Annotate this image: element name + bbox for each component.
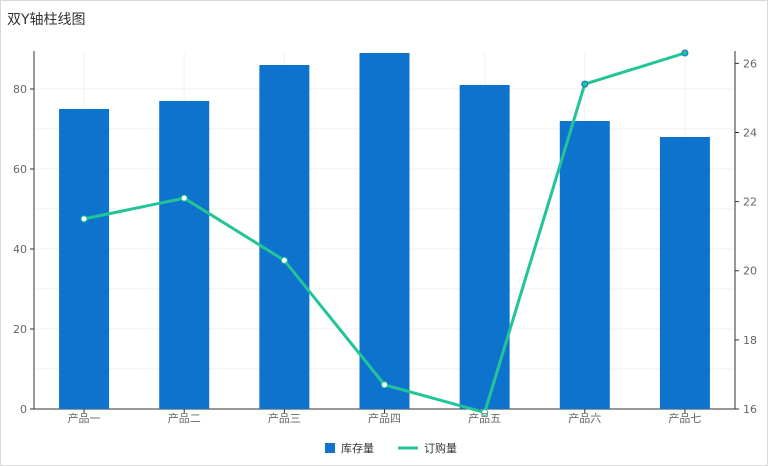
x-tick-label: 产品一: [68, 411, 101, 425]
line-point: [180, 194, 188, 202]
y-left-tick-label: 0: [20, 403, 27, 416]
chart-title: 双Y轴柱线图: [7, 12, 86, 28]
y-right-tick-label: 26: [743, 57, 757, 70]
line-point: [80, 215, 88, 223]
line-point: [681, 49, 689, 57]
bar: [459, 85, 510, 409]
legend: 库存量 订购量: [325, 441, 457, 455]
bar: [359, 53, 410, 409]
y-left-tick-label: 20: [13, 323, 27, 336]
y-left-tick-label: 40: [13, 243, 27, 256]
line-point: [481, 408, 489, 416]
line-point: [381, 381, 388, 389]
x-tick-label: 产品五: [468, 411, 501, 425]
bar: [59, 109, 110, 409]
y-right-tick-label: 18: [743, 334, 757, 347]
line-series: [80, 49, 689, 416]
y-left-tick-label: 60: [13, 163, 27, 176]
x-tick-label: 产品七: [668, 411, 701, 425]
bar: [559, 121, 610, 409]
x-tick-label: 产品三: [268, 411, 301, 425]
bar: [259, 65, 310, 409]
legend-bar-swatch: [325, 443, 335, 453]
legend-bar-label: 库存量: [341, 441, 374, 455]
bar: [659, 137, 710, 409]
tick-labels: 0 20 40 60 80 16 18 20 22 24 26 产品一 产品二 产品三 产品四 产品五 产品六 产…: [13, 57, 757, 425]
line-point: [280, 256, 288, 264]
y-right-tick-label: 20: [743, 265, 757, 278]
line-point: [581, 80, 589, 88]
y-right-tick-label: 22: [743, 196, 757, 209]
x-tick-label: 产品二: [168, 411, 201, 425]
y-left-tick-label: 80: [13, 83, 27, 96]
y-right-tick-label: 16: [743, 403, 757, 416]
bar-series: [59, 53, 710, 409]
legend-line-label: 订购量: [424, 441, 457, 455]
x-tick-label: 产品六: [568, 411, 601, 425]
x-tick-label: 产品四: [368, 411, 401, 425]
bar: [159, 101, 210, 409]
y-right-tick-label: 24: [743, 126, 757, 139]
